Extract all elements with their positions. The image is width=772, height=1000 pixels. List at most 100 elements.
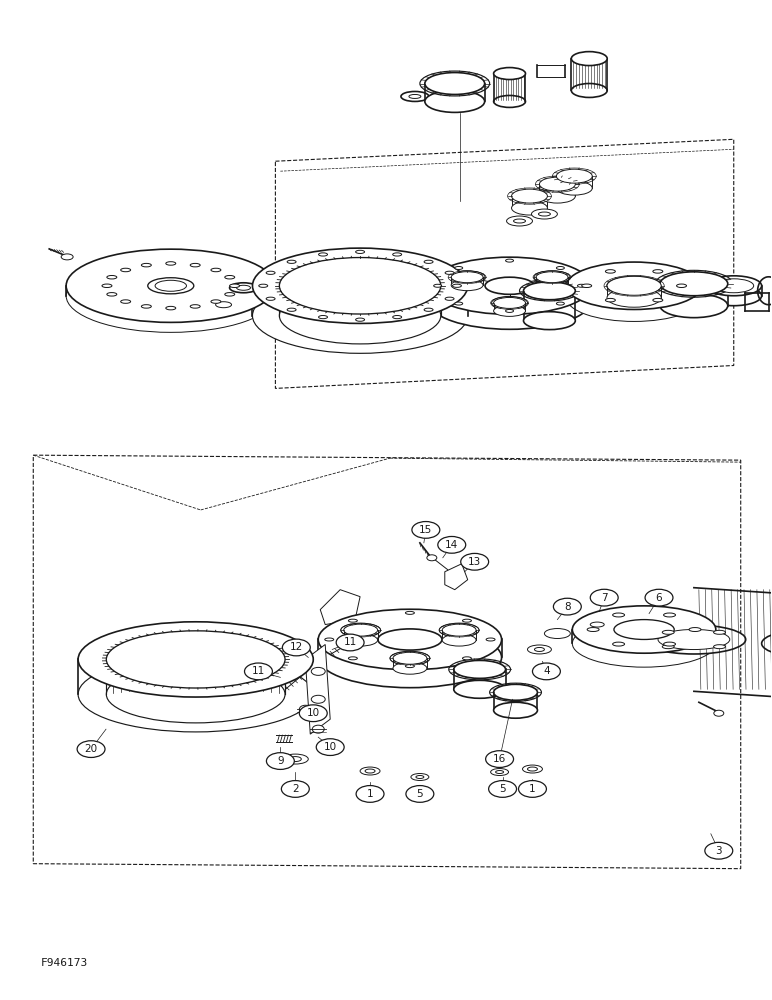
Ellipse shape bbox=[653, 298, 663, 302]
Ellipse shape bbox=[425, 90, 485, 112]
Ellipse shape bbox=[307, 313, 321, 318]
Ellipse shape bbox=[664, 642, 676, 646]
Ellipse shape bbox=[506, 309, 513, 312]
Ellipse shape bbox=[454, 660, 506, 678]
Ellipse shape bbox=[107, 275, 117, 279]
Ellipse shape bbox=[317, 739, 344, 755]
Ellipse shape bbox=[325, 638, 334, 641]
Ellipse shape bbox=[572, 606, 716, 653]
Ellipse shape bbox=[401, 91, 428, 101]
Ellipse shape bbox=[540, 177, 575, 191]
Ellipse shape bbox=[506, 216, 533, 226]
Ellipse shape bbox=[613, 613, 625, 617]
Ellipse shape bbox=[360, 767, 380, 775]
Ellipse shape bbox=[713, 630, 726, 634]
Text: 13: 13 bbox=[468, 557, 481, 567]
Ellipse shape bbox=[428, 272, 591, 329]
Ellipse shape bbox=[533, 663, 560, 680]
Ellipse shape bbox=[567, 262, 702, 309]
Ellipse shape bbox=[531, 209, 557, 219]
Ellipse shape bbox=[340, 623, 381, 637]
Ellipse shape bbox=[365, 769, 375, 773]
Ellipse shape bbox=[607, 288, 661, 307]
Ellipse shape bbox=[493, 95, 526, 107]
Ellipse shape bbox=[141, 305, 151, 308]
Ellipse shape bbox=[445, 271, 454, 274]
Ellipse shape bbox=[496, 771, 503, 774]
Ellipse shape bbox=[449, 271, 485, 284]
Ellipse shape bbox=[587, 628, 599, 632]
Ellipse shape bbox=[486, 638, 495, 641]
Ellipse shape bbox=[512, 201, 547, 215]
Ellipse shape bbox=[428, 257, 591, 314]
Ellipse shape bbox=[107, 666, 285, 723]
Ellipse shape bbox=[660, 294, 728, 318]
Text: 12: 12 bbox=[290, 642, 303, 652]
Ellipse shape bbox=[489, 781, 516, 797]
Ellipse shape bbox=[102, 284, 112, 288]
Ellipse shape bbox=[523, 282, 575, 300]
Ellipse shape bbox=[61, 254, 73, 260]
Text: 1: 1 bbox=[367, 789, 374, 799]
Text: 3: 3 bbox=[716, 846, 722, 856]
Ellipse shape bbox=[534, 271, 570, 284]
Ellipse shape bbox=[120, 300, 130, 303]
Text: 5: 5 bbox=[417, 789, 423, 799]
Ellipse shape bbox=[454, 680, 506, 698]
Ellipse shape bbox=[77, 741, 105, 757]
Ellipse shape bbox=[455, 302, 462, 305]
Ellipse shape bbox=[393, 315, 401, 319]
Ellipse shape bbox=[613, 642, 625, 646]
Ellipse shape bbox=[557, 181, 592, 195]
Ellipse shape bbox=[493, 702, 537, 718]
Ellipse shape bbox=[571, 84, 608, 97]
Ellipse shape bbox=[252, 248, 468, 323]
Ellipse shape bbox=[141, 263, 151, 267]
Ellipse shape bbox=[427, 555, 437, 561]
Ellipse shape bbox=[572, 620, 716, 667]
Ellipse shape bbox=[266, 271, 275, 274]
Ellipse shape bbox=[462, 619, 472, 622]
Ellipse shape bbox=[378, 629, 442, 650]
Ellipse shape bbox=[434, 284, 442, 287]
Ellipse shape bbox=[300, 705, 327, 722]
Text: 11: 11 bbox=[252, 666, 265, 676]
Ellipse shape bbox=[506, 259, 513, 262]
Ellipse shape bbox=[166, 306, 176, 310]
Ellipse shape bbox=[607, 276, 661, 295]
Ellipse shape bbox=[300, 705, 311, 713]
Ellipse shape bbox=[536, 272, 568, 283]
Ellipse shape bbox=[312, 725, 324, 733]
Ellipse shape bbox=[605, 270, 615, 273]
Ellipse shape bbox=[393, 253, 401, 256]
Ellipse shape bbox=[225, 275, 235, 279]
Ellipse shape bbox=[318, 627, 502, 688]
Ellipse shape bbox=[591, 622, 604, 627]
Ellipse shape bbox=[493, 297, 526, 308]
Ellipse shape bbox=[405, 665, 415, 668]
Ellipse shape bbox=[303, 305, 317, 310]
Ellipse shape bbox=[279, 258, 441, 314]
Ellipse shape bbox=[493, 305, 526, 316]
Ellipse shape bbox=[445, 297, 454, 300]
Text: 10: 10 bbox=[323, 742, 337, 752]
Ellipse shape bbox=[215, 302, 232, 308]
Polygon shape bbox=[305, 644, 330, 734]
Ellipse shape bbox=[245, 663, 273, 680]
Text: 14: 14 bbox=[445, 540, 459, 550]
Ellipse shape bbox=[577, 284, 585, 287]
Ellipse shape bbox=[406, 786, 434, 802]
Ellipse shape bbox=[714, 279, 753, 293]
Ellipse shape bbox=[211, 268, 221, 272]
Text: 2: 2 bbox=[292, 784, 299, 794]
Ellipse shape bbox=[676, 284, 686, 288]
Ellipse shape bbox=[658, 629, 730, 650]
Ellipse shape bbox=[66, 249, 276, 322]
Ellipse shape bbox=[571, 52, 608, 66]
Ellipse shape bbox=[527, 645, 551, 654]
Ellipse shape bbox=[424, 260, 433, 263]
Ellipse shape bbox=[491, 769, 509, 776]
Ellipse shape bbox=[664, 613, 676, 617]
Ellipse shape bbox=[287, 308, 296, 311]
Ellipse shape bbox=[706, 276, 762, 296]
